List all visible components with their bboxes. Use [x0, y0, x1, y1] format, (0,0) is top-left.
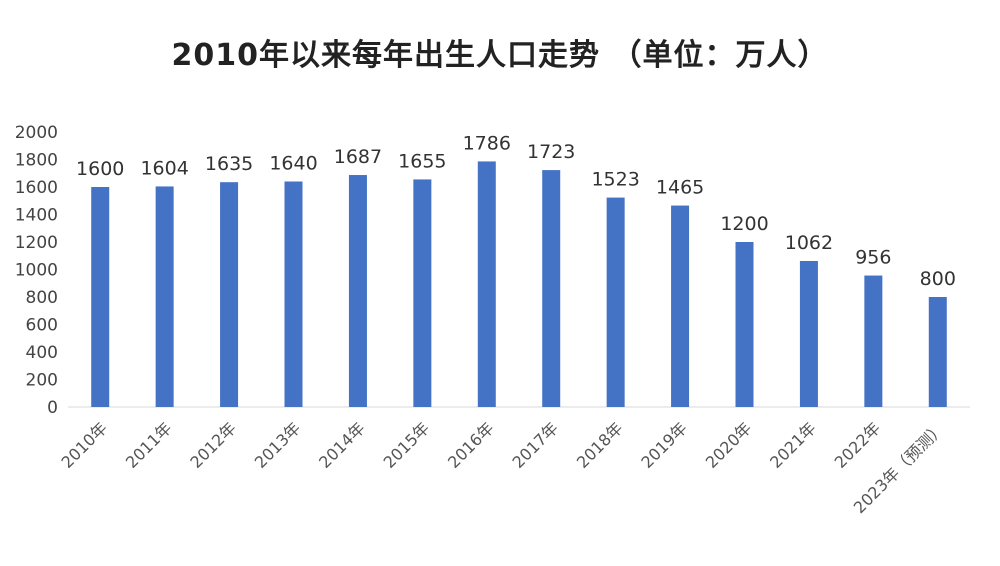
y-tick-label: 200: [26, 371, 58, 391]
bar: [606, 197, 625, 407]
data-label: 1723: [527, 141, 575, 163]
bar: [91, 187, 110, 407]
bar: [864, 275, 883, 407]
y-tick-label: 1400: [15, 206, 58, 226]
y-tick-label: 1600: [15, 178, 58, 198]
data-label: 1687: [334, 146, 382, 168]
bar: [928, 297, 947, 407]
x-tick-label: 2013年: [251, 418, 305, 472]
y-tick-label: 1200: [15, 233, 58, 253]
data-label: 800: [920, 268, 956, 290]
data-label: 1635: [205, 153, 253, 175]
data-label: 1200: [720, 213, 768, 235]
bar: [348, 175, 367, 407]
data-label: 1523: [591, 169, 639, 191]
x-tick-label: 2017年: [508, 418, 562, 472]
x-tick-label: 2018年: [573, 418, 627, 472]
data-label: 1465: [656, 177, 704, 199]
data-label: 1655: [398, 150, 446, 172]
bar: [477, 161, 496, 407]
y-tick-label: 1000: [15, 261, 58, 281]
y-tick-label: 0: [47, 398, 58, 418]
x-tick-label: 2022年: [831, 418, 885, 472]
bar: [220, 182, 239, 407]
y-tick-label: 600: [26, 316, 58, 336]
chart-title: 2010年以来每年出生人口走势 （单位：万人）: [171, 38, 829, 73]
data-label: 1604: [140, 157, 188, 179]
bar: [735, 242, 754, 407]
bar: [799, 260, 818, 407]
data-label: 1600: [76, 158, 124, 180]
x-tick-label: 2012年: [186, 418, 240, 472]
bar: [155, 186, 174, 407]
bar: [671, 205, 690, 407]
bar: [413, 179, 432, 407]
data-label: 1786: [463, 132, 511, 154]
x-tick-label: 2020年: [702, 418, 756, 472]
y-tick-label: 2000: [15, 123, 58, 143]
y-tick-label: 1800: [15, 151, 58, 171]
x-tick-label: 2010年: [57, 418, 111, 472]
y-tick-label: 400: [26, 343, 58, 363]
data-label: 1062: [785, 232, 833, 254]
bar: [284, 181, 303, 407]
data-label: 1640: [269, 153, 317, 175]
data-label: 956: [855, 247, 891, 269]
bar: [542, 170, 561, 407]
x-tick-label: 2014年: [315, 418, 369, 472]
x-tick-label: 2019年: [637, 418, 691, 472]
y-tick-label: 800: [26, 288, 58, 308]
x-tick-label: 2021年: [766, 418, 820, 472]
x-tick-label: 2016年: [444, 418, 498, 472]
x-tick-label: 2015年: [380, 418, 434, 472]
x-tick-label: 2011年: [122, 418, 176, 472]
